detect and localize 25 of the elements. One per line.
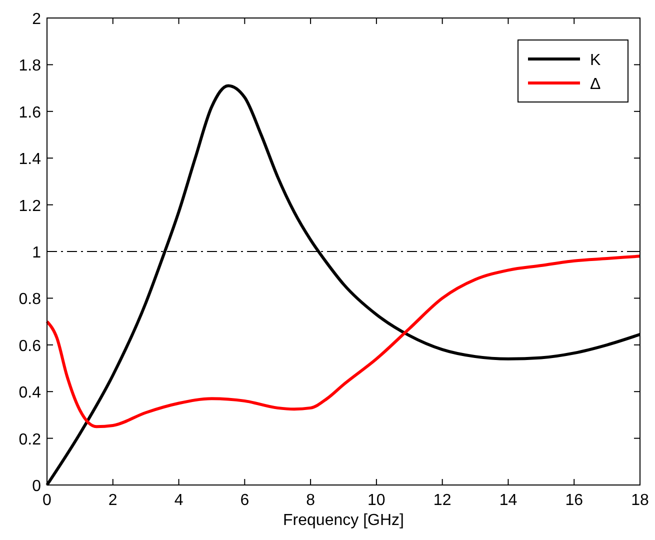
- y-tick-label: 1: [32, 244, 42, 262]
- y-tick-label: 0.4: [18, 384, 42, 402]
- x-tick-label: 2: [108, 492, 118, 509]
- x-axis-title: Frequency [GHz]: [283, 512, 404, 529]
- legend-label: K: [590, 52, 601, 69]
- y-tick-label: 0.2: [18, 431, 42, 448]
- y-tick-label: 0.6: [18, 338, 42, 355]
- y-tick-label: 0: [32, 478, 42, 495]
- y-tick-label: 1.8: [18, 58, 42, 75]
- x-tick-label: 16: [565, 492, 584, 509]
- y-tick-label: 0.8: [18, 291, 42, 308]
- x-tick-label: 18: [631, 492, 649, 509]
- y-tick-label: 2: [32, 11, 42, 28]
- x-tick-label: 4: [174, 492, 184, 509]
- x-tick-label: 12: [433, 492, 452, 509]
- y-tick-label: 1.2: [18, 198, 42, 215]
- line-series: [46, 254, 642, 428]
- y-tick-label: 1.4: [18, 151, 42, 168]
- x-tick-label: 14: [499, 492, 518, 509]
- x-tick-label: 6: [240, 492, 250, 509]
- x-tick-label: 10: [368, 492, 386, 509]
- x-tick-label: 8: [306, 492, 316, 509]
- x-tick-label: 0: [42, 492, 52, 509]
- legend-label: Δ: [590, 76, 601, 93]
- y-tick-label: 1.6: [18, 104, 42, 122]
